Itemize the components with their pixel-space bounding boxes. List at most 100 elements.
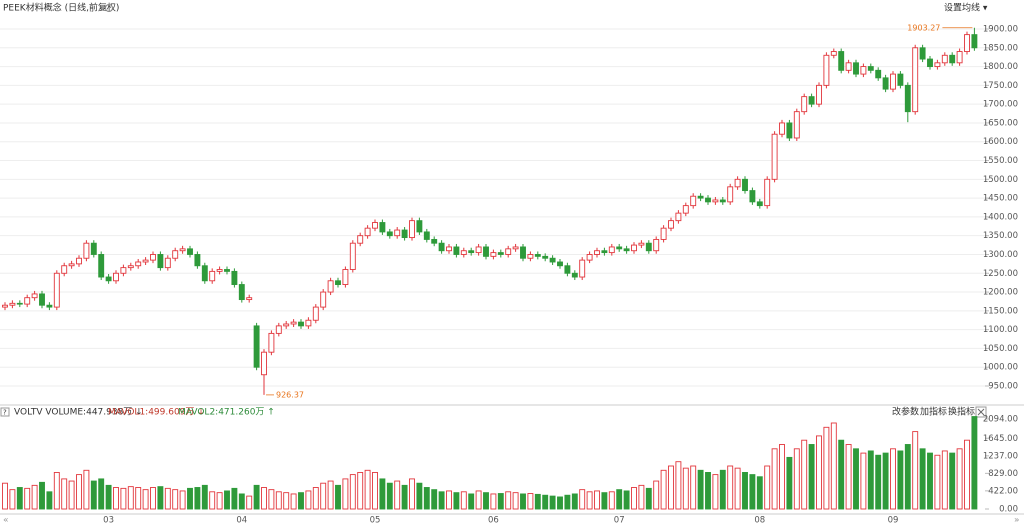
candle-body xyxy=(890,73,896,90)
y-tick-label: 1350.00 xyxy=(983,231,1018,241)
volume-bar xyxy=(135,487,142,510)
volume-bar xyxy=(113,487,119,510)
volume-bar xyxy=(431,489,438,510)
candle-body xyxy=(719,199,726,203)
candle-body xyxy=(453,246,460,255)
volume-bar xyxy=(971,416,978,510)
y-tick-label: 1200.00 xyxy=(983,288,1018,298)
mavol2-label: MAVOL2:471.260万 ↑ xyxy=(178,408,275,418)
volume-bar xyxy=(586,491,593,510)
candle-body xyxy=(697,195,704,199)
settings-icon[interactable] xyxy=(105,4,113,12)
candle-body xyxy=(335,280,341,285)
scroll-left[interactable]: « xyxy=(3,516,9,526)
volume-bar xyxy=(187,487,193,510)
candle-body xyxy=(2,304,8,308)
volume-bar xyxy=(216,492,223,510)
volume-bar xyxy=(660,469,667,510)
volume-bar xyxy=(83,469,90,510)
volume-bar xyxy=(564,494,571,510)
candle-body xyxy=(727,186,734,203)
candle-body xyxy=(290,321,297,325)
candle-body xyxy=(638,242,645,246)
candle-body xyxy=(801,96,808,113)
volume-bar xyxy=(349,474,356,510)
volume-bar xyxy=(749,474,756,510)
x-tick-label: 04 xyxy=(236,516,247,526)
scroll-right[interactable]: » xyxy=(1014,516,1020,526)
volume-bar xyxy=(90,480,97,510)
button[interactable]: 加指标 xyxy=(920,406,947,418)
volume-bar xyxy=(964,439,970,510)
volume-bar xyxy=(756,476,763,510)
candle-body xyxy=(157,254,164,269)
candle-body xyxy=(520,246,526,259)
candle-body xyxy=(631,244,637,252)
help-icon[interactable]: ? xyxy=(3,409,7,417)
candle-body xyxy=(127,265,134,269)
candle-body xyxy=(845,62,852,71)
volume-bar xyxy=(823,426,830,510)
candle-body xyxy=(261,351,267,376)
volume-bar xyxy=(904,444,911,510)
volume-bar xyxy=(386,482,393,510)
candle-body xyxy=(867,66,874,71)
volume-bar xyxy=(816,435,822,510)
candle-body xyxy=(853,62,859,75)
candle-body xyxy=(919,47,926,60)
candle-body xyxy=(275,325,282,334)
volume-bar xyxy=(882,452,889,510)
candle-body xyxy=(653,238,660,252)
candle-body xyxy=(446,246,452,252)
volume-bar xyxy=(364,469,371,510)
volume-bar xyxy=(460,491,467,510)
candle-body xyxy=(61,265,68,274)
ma-settings[interactable]: 设置均线 ▾ xyxy=(944,2,988,14)
close-box[interactable] xyxy=(975,406,987,418)
candle-body xyxy=(690,195,697,207)
volume-bar xyxy=(253,484,260,510)
chart-title: PEEK材料概念 (日线,前复权) xyxy=(3,2,119,14)
y-tick-label: 1400.00 xyxy=(983,212,1018,222)
close-icon[interactable] xyxy=(977,408,985,416)
volume-bar xyxy=(890,448,896,510)
candle-body xyxy=(120,267,127,274)
volume-bar xyxy=(594,490,600,510)
candle-body xyxy=(386,231,393,237)
candle-body xyxy=(76,257,82,265)
volume-bar xyxy=(860,452,867,510)
x-tick-label: 06 xyxy=(488,516,499,526)
candle-body xyxy=(16,302,23,305)
volume-bar xyxy=(423,487,430,510)
volume-bar xyxy=(283,492,290,510)
y-tick-label: 1150.00 xyxy=(983,306,1018,316)
mavol1-label: MAVOL1:499.609万 ↓ xyxy=(108,408,205,418)
candle-body xyxy=(830,51,837,56)
candle-body xyxy=(298,321,304,327)
button[interactable]: 改参数 xyxy=(892,406,919,418)
candle-body xyxy=(401,229,408,239)
volume-bar xyxy=(512,492,519,510)
candle-body xyxy=(320,291,327,308)
help-box[interactable] xyxy=(0,407,10,417)
volume-bar xyxy=(468,493,475,510)
candle-body xyxy=(179,248,186,252)
y-tick-label: 0.00 xyxy=(999,505,1018,515)
volume-bar xyxy=(712,474,719,510)
candle-body xyxy=(564,265,571,274)
volume-bar xyxy=(682,467,689,510)
volume-bar xyxy=(127,486,134,510)
candle-body xyxy=(253,325,260,368)
candle-body xyxy=(497,252,504,255)
volume-bar xyxy=(172,489,179,510)
volume-bar xyxy=(275,491,282,510)
x-tick-label: 08 xyxy=(754,516,765,526)
button[interactable]: 换指标 xyxy=(948,406,975,418)
candle-body xyxy=(105,276,112,282)
volume-bar xyxy=(342,478,349,510)
candle-body xyxy=(505,248,512,255)
y-tick-label: 1237.00 xyxy=(983,451,1018,461)
volume-bar xyxy=(830,422,837,510)
candle-body xyxy=(460,250,467,255)
volume-bar xyxy=(98,478,105,510)
